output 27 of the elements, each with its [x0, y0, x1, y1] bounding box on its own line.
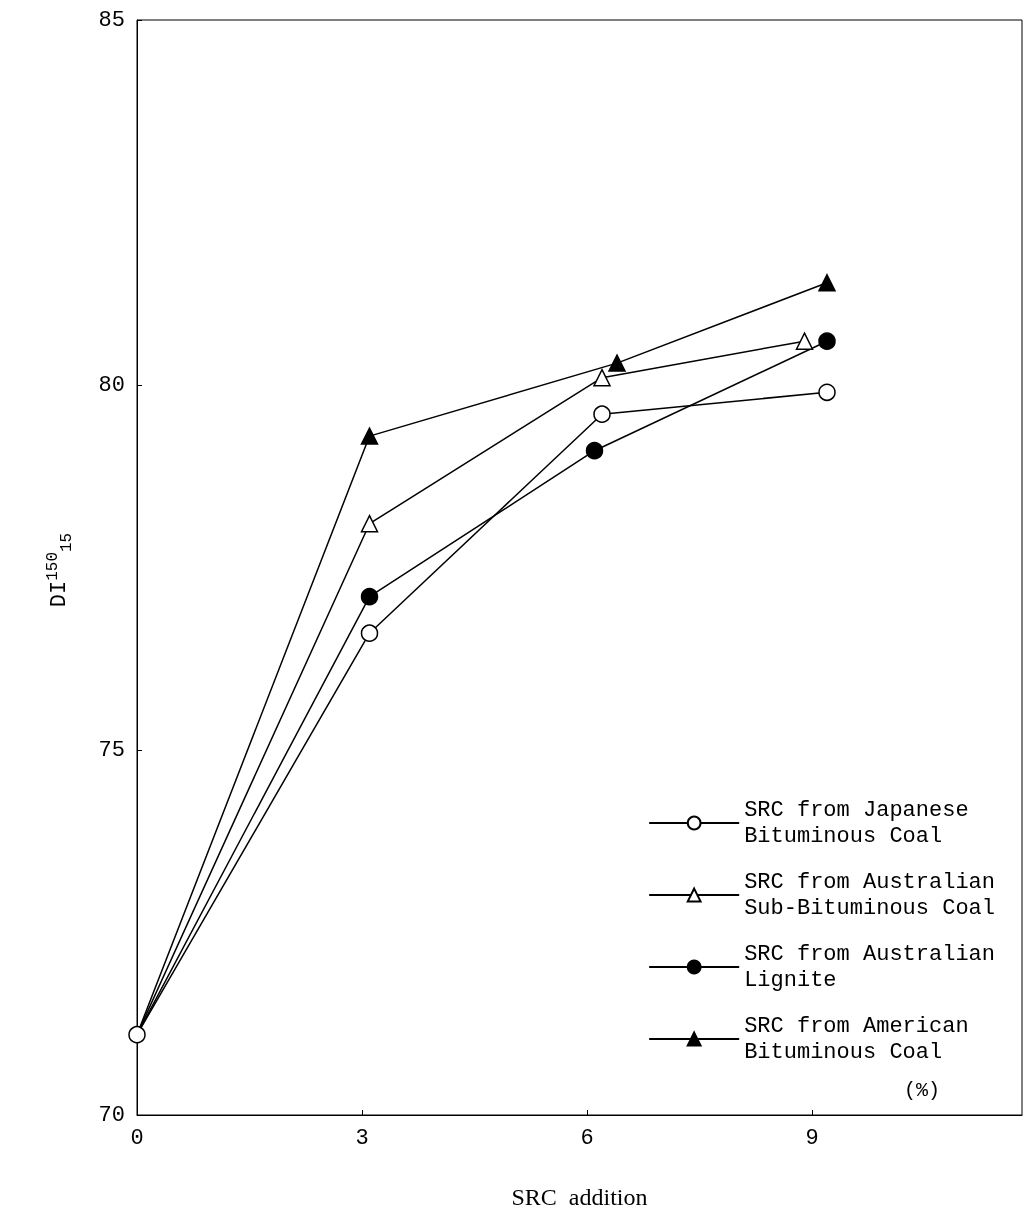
x-tick-label: 3	[355, 1125, 369, 1151]
point	[608, 354, 626, 372]
point	[360, 587, 379, 606]
y-tick-label: 70	[98, 1102, 125, 1128]
legend-label: SRC from Japanese Bituminous Coal	[744, 797, 969, 849]
y-tick-label: 75	[98, 737, 125, 763]
point	[128, 1025, 146, 1044]
annotation: (%)	[903, 1078, 941, 1102]
x-tick-label: 0	[130, 1125, 144, 1151]
x-axis-title: SRC addition	[511, 1184, 648, 1210]
point	[360, 624, 379, 642]
point	[585, 441, 604, 460]
point	[818, 332, 836, 350]
legend-label: SRC from Australian Lignite	[744, 941, 995, 993]
point	[593, 368, 611, 387]
y-tick-label: 80	[98, 372, 125, 398]
point	[795, 332, 814, 350]
x-tick-label: 6	[580, 1125, 594, 1151]
point	[360, 514, 379, 533]
point	[818, 383, 836, 402]
legend-label: SRC from Australian Sub-Bituminous Coal	[744, 869, 995, 921]
x-tick-label: 9	[805, 1125, 819, 1151]
point	[593, 405, 611, 423]
legend-label: SRC from American Bituminous Coal	[744, 1013, 969, 1065]
point	[360, 427, 379, 445]
point	[818, 274, 836, 292]
y-tick-label: 85	[98, 7, 125, 33]
